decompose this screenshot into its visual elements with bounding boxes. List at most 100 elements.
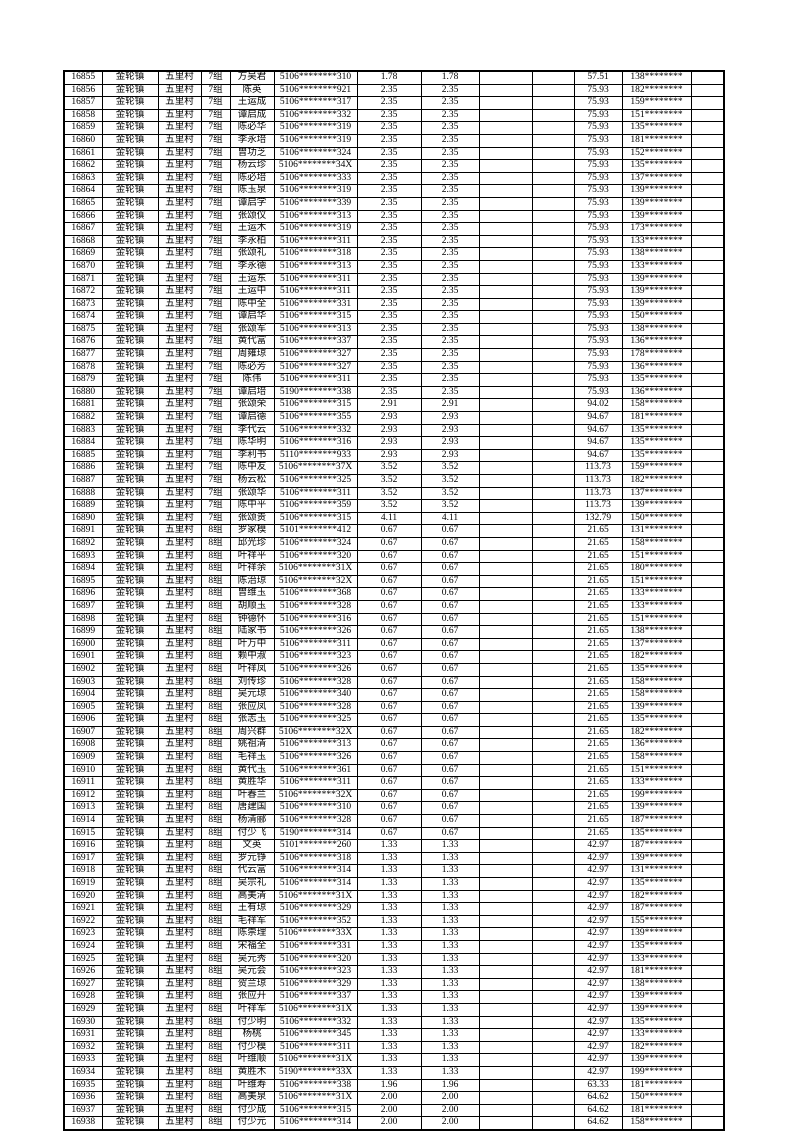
cell-blank1 xyxy=(478,751,533,765)
cell-value2: 0.67 xyxy=(420,612,480,627)
cell-village: 五里村 xyxy=(157,259,202,274)
cell-group: 8组 xyxy=(200,1078,231,1093)
cell-id-masked: 5106********318 xyxy=(273,247,358,261)
cell-blank2 xyxy=(531,196,575,211)
cell-blank1 xyxy=(478,1116,533,1131)
cell-name: 黄代玉 xyxy=(229,763,275,778)
cell-name: 罗元铮 xyxy=(229,851,275,866)
cell-blank2 xyxy=(531,675,575,690)
table-row: 16916 金轮镇 五里村 8组 文英 5101********260 1.33 1.33 42… xyxy=(63,839,725,853)
cell-village: 五里村 xyxy=(157,612,202,627)
cell-name: 陈英 xyxy=(229,83,275,98)
cell-town: 金轮镇 xyxy=(101,1065,159,1080)
cell-seq: 16865 xyxy=(63,196,103,211)
cell-group: 8组 xyxy=(200,662,231,677)
cell-value1: 0.67 xyxy=(356,725,422,740)
table-row: 16927 金轮镇 五里村 8组 贺兰琼 5106********329 1.33 1.33 4… xyxy=(63,977,725,992)
cell-value1: 1.33 xyxy=(356,864,422,878)
cell-blank2 xyxy=(531,1103,575,1118)
cell-village: 五里村 xyxy=(157,725,202,740)
cell-value1: 0.67 xyxy=(356,763,422,778)
cell-seq: 16889 xyxy=(63,499,103,513)
cell-name: 付少飞 xyxy=(229,826,275,841)
table-row: 16887 金轮镇 五里村 7组 杨云松 5106********325 3.52 3.52 1… xyxy=(63,474,725,488)
cell-seq: 16922 xyxy=(63,914,103,929)
cell-id-masked: 5106********37X xyxy=(273,461,358,475)
cell-amount: 42.97 xyxy=(573,864,623,878)
cell-village: 五里村 xyxy=(157,1116,202,1131)
cell-phone-masked: 135******** xyxy=(621,877,692,891)
cell-id-masked: 5110********933 xyxy=(273,448,358,463)
cell-value2: 2.35 xyxy=(420,209,480,224)
cell-amount: 75.93 xyxy=(573,184,623,198)
cell-blank2 xyxy=(531,562,575,576)
cell-seq: 16897 xyxy=(63,599,103,614)
cell-group: 8组 xyxy=(200,1040,231,1055)
table-row: 16880 金轮镇 五里村 7组 谭启培 5190********338 2.35 2.35 7… xyxy=(63,385,725,400)
cell-value1: 1.33 xyxy=(356,1040,422,1055)
cell-name: 毛祥玉 xyxy=(229,751,275,765)
cell-village: 五里村 xyxy=(157,234,202,249)
cell-name: 杨云松 xyxy=(229,474,275,488)
cell-village: 五里村 xyxy=(157,574,202,589)
cell-value1: 2.35 xyxy=(356,322,422,337)
table-row: 16914 金轮镇 五里村 8组 杨清郦 5106********328 0.67 0.67 2… xyxy=(63,814,725,828)
cell-phone-masked: 138******** xyxy=(621,70,692,85)
cell-id-masked: 5106********331 xyxy=(273,297,358,312)
cell-group: 8组 xyxy=(200,1053,231,1067)
cell-amount: 42.97 xyxy=(573,839,623,853)
cell-blank3 xyxy=(690,133,725,148)
cell-blank1 xyxy=(478,927,533,941)
cell-blank1 xyxy=(478,96,533,110)
cell-town: 金轮镇 xyxy=(101,801,159,816)
cell-blank3 xyxy=(690,700,725,715)
cell-id-masked: 5106********34X xyxy=(273,159,358,173)
cell-village: 五里村 xyxy=(157,713,202,727)
cell-town: 金轮镇 xyxy=(101,1040,159,1055)
cell-name: 陈华明 xyxy=(229,436,275,450)
cell-seq: 16928 xyxy=(63,990,103,1004)
cell-seq: 16877 xyxy=(63,348,103,362)
cell-name: 杨桃 xyxy=(229,1028,275,1042)
cell-value2: 2.35 xyxy=(420,385,480,400)
cell-blank2 xyxy=(531,234,575,249)
table-row: 16906 金轮镇 五里村 8组 张志玉 5106********325 0.67 0.67 2… xyxy=(63,713,725,727)
cell-town: 金轮镇 xyxy=(101,927,159,941)
cell-village: 五里村 xyxy=(157,373,202,387)
cell-value2: 2.93 xyxy=(420,423,480,438)
table-row: 16934 金轮镇 五里村 8组 黄胜木 5190********33X 1.33 1.33 4… xyxy=(63,1065,725,1080)
cell-blank1 xyxy=(478,1091,533,1105)
cell-blank3 xyxy=(690,1015,725,1030)
cell-group: 7组 xyxy=(200,297,231,312)
cell-town: 金轮镇 xyxy=(101,159,159,173)
cell-name: 曾功芝 xyxy=(229,146,275,161)
cell-group: 8组 xyxy=(200,990,231,1004)
cell-village: 五里村 xyxy=(157,751,202,765)
cell-group: 8组 xyxy=(200,889,231,904)
cell-group: 7组 xyxy=(200,108,231,123)
cell-group: 7组 xyxy=(200,259,231,274)
cell-value1: 0.67 xyxy=(356,801,422,816)
cell-blank3 xyxy=(690,1053,725,1067)
cell-town: 金轮镇 xyxy=(101,121,159,135)
table-row: 16924 金轮镇 五里村 8组 宋福全 5106********331 1.33 1.33 4… xyxy=(63,939,725,954)
cell-blank1 xyxy=(478,877,533,891)
cell-seq: 16916 xyxy=(63,839,103,853)
cell-blank1 xyxy=(478,259,533,274)
cell-blank3 xyxy=(690,1065,725,1080)
cell-phone-masked: 135******** xyxy=(621,373,692,387)
cell-blank2 xyxy=(531,222,575,236)
cell-blank2 xyxy=(531,713,575,727)
cell-blank3 xyxy=(690,625,725,639)
cell-blank2 xyxy=(531,939,575,954)
cell-id-masked: 5106********310 xyxy=(273,801,358,816)
cell-phone-masked: 133******** xyxy=(621,587,692,601)
cell-blank3 xyxy=(690,788,725,803)
cell-blank3 xyxy=(690,234,725,249)
table-row: 16862 金轮镇 五里村 7组 杨云珍 5106********34X 2.35 2.35 7… xyxy=(63,159,725,173)
cell-value2: 0.67 xyxy=(420,738,480,753)
table-row: 16881 金轮镇 五里村 7组 张颂荣 5106********315 2.91 2.91 9… xyxy=(63,398,725,413)
cell-phone-masked: 173******** xyxy=(621,222,692,236)
cell-village: 五里村 xyxy=(157,864,202,878)
cell-blank1 xyxy=(478,196,533,211)
